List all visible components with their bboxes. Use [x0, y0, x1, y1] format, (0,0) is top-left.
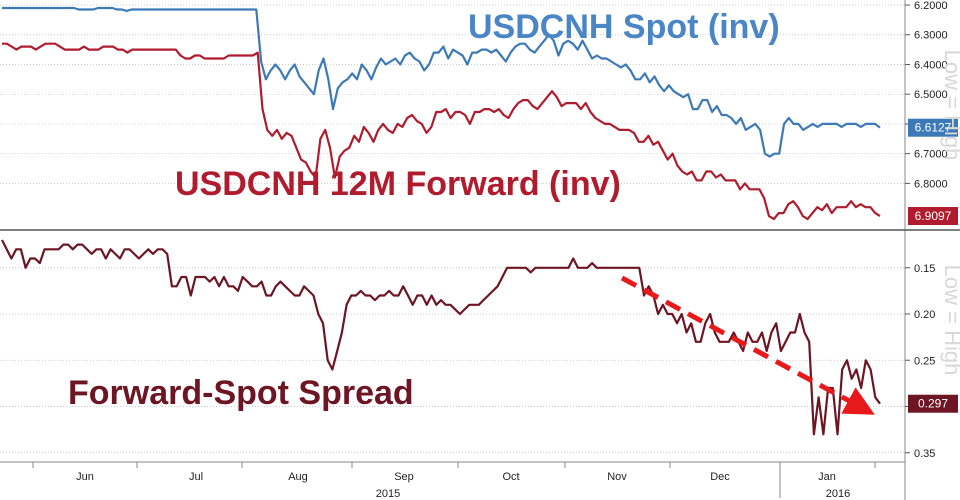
bottom-series-line-0 — [1, 239, 881, 436]
year-label: 2015 — [376, 488, 400, 500]
month-label: Oct — [502, 471, 519, 483]
year-label: 2016 — [826, 488, 850, 500]
month-label: Jun — [76, 471, 94, 483]
bottom-ytick-label: 0.15 — [914, 263, 935, 275]
month-label: Jul — [189, 471, 203, 483]
spot-title: USDCNH Spot (inv) — [468, 8, 780, 46]
side-label-top: Low = High — [940, 50, 960, 161]
forward-title: USDCNH 12M Forward (inv) — [175, 165, 621, 203]
series-layer — [1, 6, 881, 436]
bottom-last-value-tag-0 — [908, 394, 958, 413]
top-series-line-1 — [2, 42, 881, 221]
top-ytick-label: 6.2000 — [914, 0, 948, 12]
spread-title: Forward-Spot Spread — [68, 374, 414, 412]
bottom-ytick-label: 0.25 — [914, 355, 935, 367]
annotation-layer — [620, 275, 875, 415]
top-series-line-0 — [2, 6, 881, 158]
top-last-value-tag-1 — [908, 207, 958, 226]
top-last-value-label-1: 6.9097 — [915, 209, 952, 223]
month-label: Jan — [818, 471, 836, 483]
bottom-last-value-label-0: 0.297 — [918, 397, 948, 411]
month-label: Sep — [394, 471, 414, 483]
downtrend-arrow — [620, 275, 875, 415]
top-last-value-tag-0 — [908, 118, 958, 137]
top-ytick-label: 6.8000 — [914, 178, 948, 190]
top-ytick-label: 6.4000 — [914, 59, 948, 71]
grid-layer — [0, 4, 905, 454]
month-label: Dec — [710, 471, 730, 483]
bottom-ytick-label: 0.20 — [914, 309, 935, 321]
month-label: Nov — [607, 471, 627, 483]
top-ytick-label: 6.7000 — [914, 149, 948, 161]
month-label: Aug — [288, 471, 308, 483]
top-ytick-label: 6.5000 — [914, 89, 948, 101]
top-ytick-label: 6.3000 — [914, 30, 948, 42]
side-label-bottom: Low = High — [940, 265, 960, 376]
top-last-value-label-0: 6.6127 — [915, 121, 952, 135]
bottom-ytick-label: 0.35 — [914, 448, 935, 460]
